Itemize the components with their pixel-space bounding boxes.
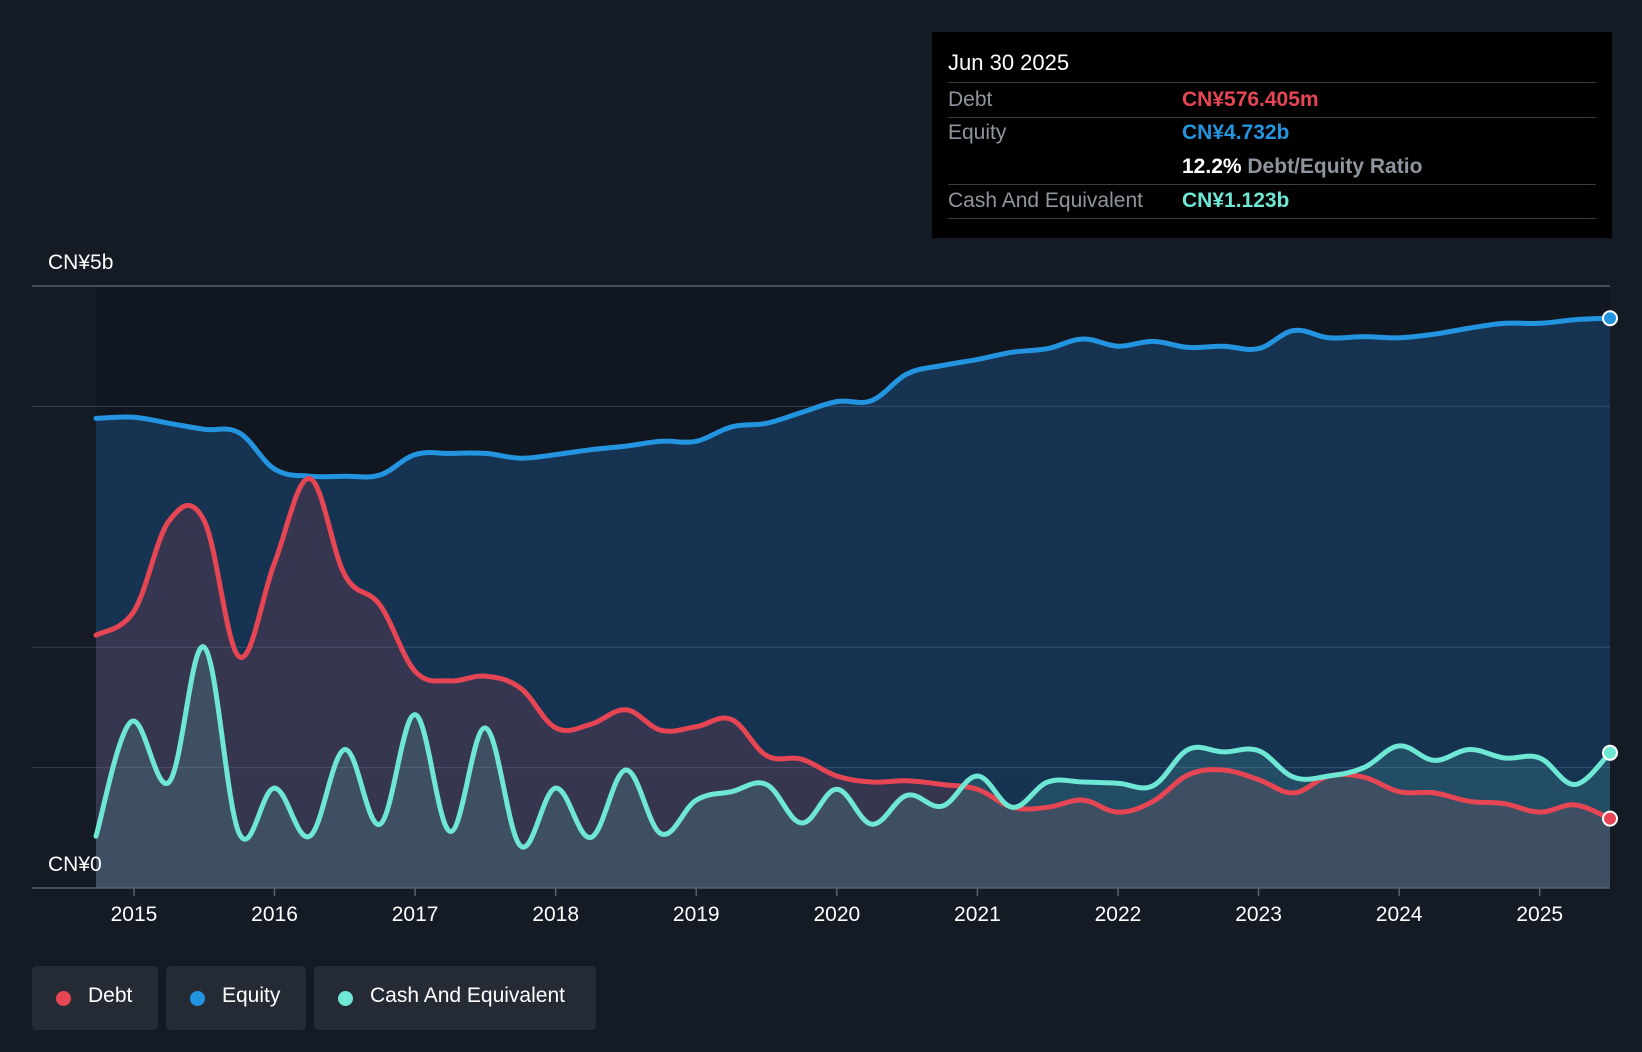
tooltip-cash-label: Cash And Equivalent (948, 189, 1143, 212)
tooltip-ratio: 12.2% Debt/Equity Ratio (1182, 155, 1422, 179)
legend-dot-cash (338, 991, 353, 1006)
line-cash-and-equivalent (93, 644, 1613, 850)
series-end-markers (1602, 310, 1618, 827)
tooltip-date: Jun 30 2025 (948, 50, 1070, 75)
x-axis: 2015 2016 2017 2018 2019 2020 2021 2022 2023 2024… (32, 887, 1610, 926)
tooltip-equity-label: Equity (948, 121, 1007, 144)
legend-label-debt: Debt (88, 984, 133, 1007)
x-tick-label: 2021 (954, 903, 1001, 926)
plot-background (96, 286, 1610, 888)
area-debt (96, 478, 1610, 888)
area-cash-and-equivalent (96, 646, 1610, 888)
x-tick-label: 2023 (1235, 903, 1282, 926)
tooltip-ratio-label: Debt/Equity Ratio (1247, 155, 1423, 178)
hover-tooltip: Jun 30 2025 Debt CN¥576.405m Equity CN¥4… (932, 32, 1612, 238)
legend-label-equity: Equity (222, 984, 281, 1007)
y-axis-labels: CN¥5b CN¥0 (48, 251, 113, 876)
x-tick-label: 2025 (1516, 903, 1563, 926)
x-tick-label: 2022 (1095, 903, 1142, 926)
tooltip-equity-row: Equity CN¥4.732b (948, 116, 1596, 150)
tooltip-equity-value: CN¥4.732b (1182, 121, 1290, 144)
x-tick-label: 2018 (532, 903, 579, 926)
legend-dot-equity (190, 991, 205, 1006)
legend-item-cash[interactable]: Cash And Equivalent (314, 966, 596, 1030)
tooltip-ratio-value: 12.2% (1182, 155, 1242, 178)
legend-dot-debt (56, 991, 71, 1006)
tooltip-debt-row: Debt CN¥576.405m (948, 82, 1596, 118)
tooltip-debt-label: Debt (948, 88, 993, 111)
legend-item-debt[interactable]: Debt (32, 966, 158, 1030)
y-tick-label: CN¥5b (48, 251, 113, 274)
legend-item-equity[interactable]: Equity (166, 966, 306, 1030)
x-tick-label: 2024 (1376, 903, 1423, 926)
tooltip-cash-value: CN¥1.123b (1182, 189, 1290, 212)
series-lines (93, 315, 1613, 850)
end-marker-equity (1602, 310, 1618, 327)
tooltip-cash-row: Cash And Equivalent CN¥1.123b (948, 184, 1596, 219)
x-tick-label: 2019 (673, 903, 720, 926)
tooltip-ratio-row: 12.2% Debt/Equity Ratio (948, 150, 1596, 185)
x-tick-label: 2020 (813, 903, 860, 926)
x-tick-label: 2017 (392, 903, 439, 926)
end-marker-debt (1602, 810, 1618, 827)
tooltip-debt-value: CN¥576.405m (1182, 88, 1319, 111)
line-equity (93, 315, 1613, 480)
y-tick-label: CN¥0 (48, 853, 102, 876)
x-tick-label: 2015 (111, 903, 158, 926)
x-tick-label: 2016 (251, 903, 298, 926)
end-marker-cash-and-equivalent (1602, 744, 1618, 761)
legend-label-cash: Cash And Equivalent (370, 984, 565, 1007)
